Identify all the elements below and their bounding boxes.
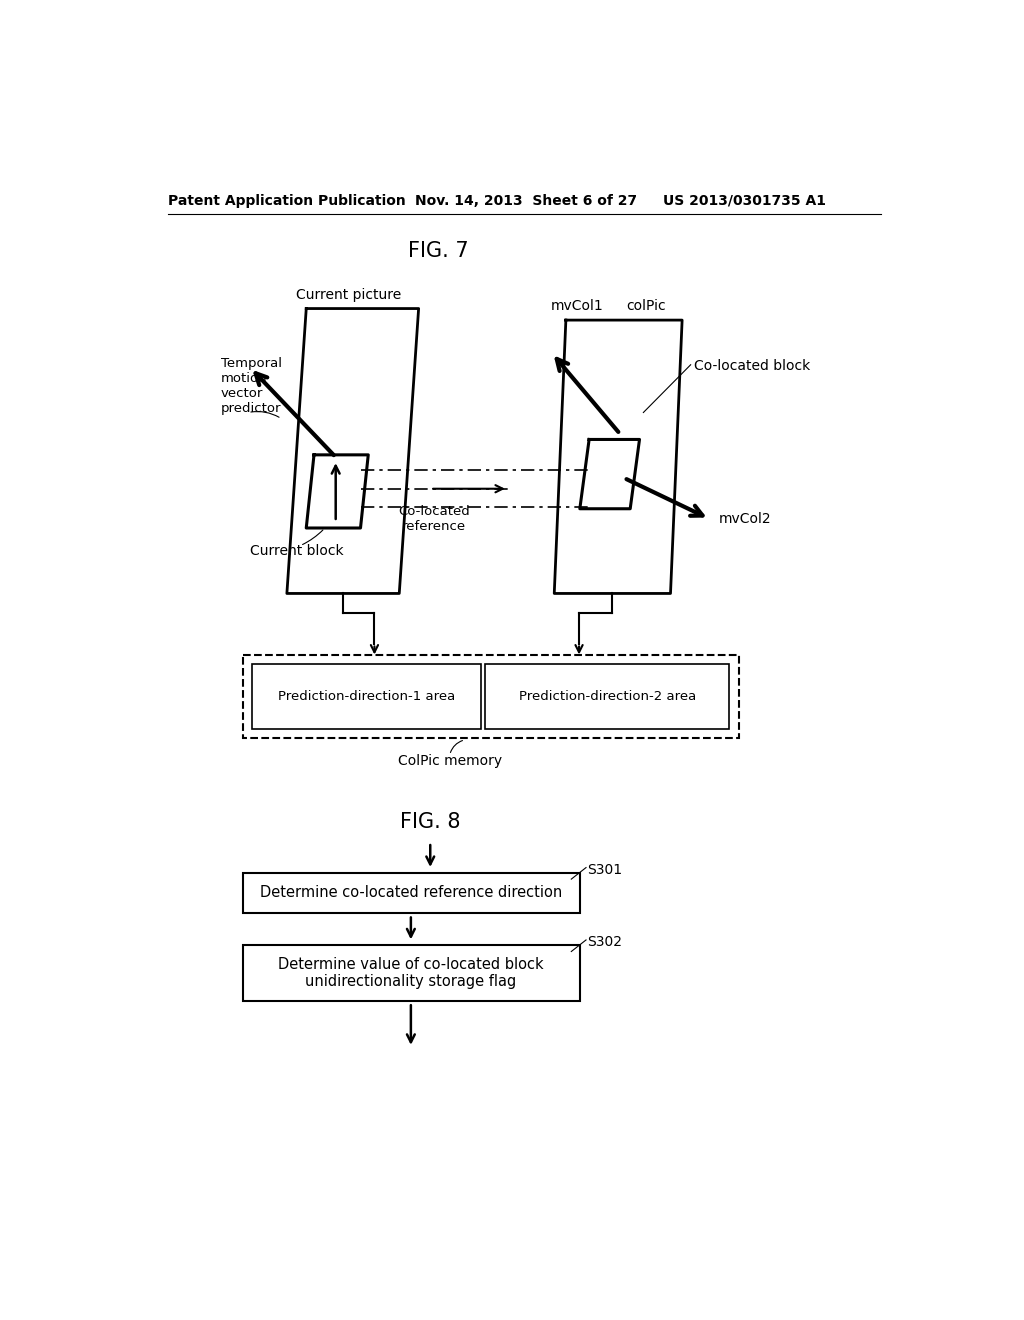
- Bar: [243, 655, 738, 738]
- Text: S302: S302: [588, 936, 623, 949]
- Text: Nov. 14, 2013  Sheet 6 of 27: Nov. 14, 2013 Sheet 6 of 27: [415, 194, 637, 207]
- Bar: [243, 945, 580, 1001]
- Bar: [243, 873, 580, 913]
- Text: Co-located
reference: Co-located reference: [398, 504, 470, 533]
- Text: Current picture: Current picture: [296, 289, 401, 302]
- Text: colPic: colPic: [627, 300, 666, 313]
- Text: ColPic memory: ColPic memory: [397, 754, 502, 767]
- Text: Prediction-direction-2 area: Prediction-direction-2 area: [519, 690, 696, 704]
- Text: mvCol1: mvCol1: [550, 300, 603, 313]
- Text: mvCol2: mvCol2: [719, 512, 771, 525]
- Bar: [485, 664, 729, 729]
- Text: Current block: Current block: [250, 544, 344, 558]
- Text: FIG. 8: FIG. 8: [400, 812, 461, 832]
- Text: FIG. 7: FIG. 7: [408, 240, 468, 261]
- Bar: [252, 664, 480, 729]
- Text: Determine value of co-located block
unidirectionality storage flag: Determine value of co-located block unid…: [279, 957, 544, 989]
- Text: Co-located block: Co-located block: [693, 359, 810, 374]
- Text: Prediction-direction-1 area: Prediction-direction-1 area: [279, 690, 456, 704]
- Text: S301: S301: [588, 863, 623, 876]
- Text: Temporal
motion
vector
predictor: Temporal motion vector predictor: [221, 356, 282, 414]
- Text: US 2013/0301735 A1: US 2013/0301735 A1: [663, 194, 825, 207]
- Text: Determine co-located reference direction: Determine co-located reference direction: [260, 886, 562, 900]
- Text: Patent Application Publication: Patent Application Publication: [168, 194, 407, 207]
